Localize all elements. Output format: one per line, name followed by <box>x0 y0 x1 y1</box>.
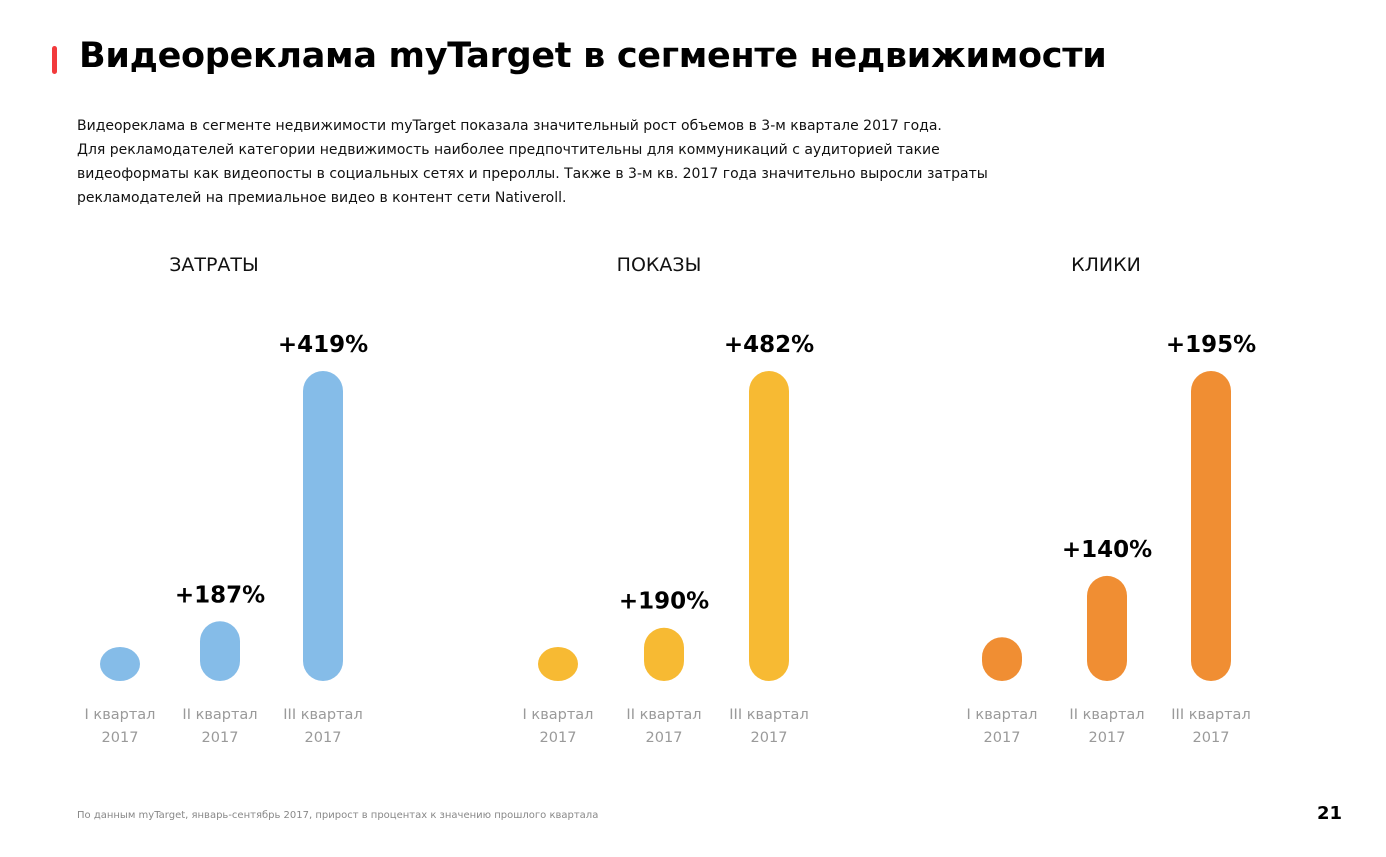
category-label: II квартал <box>626 707 701 723</box>
category-year-label: 2017 <box>984 730 1021 746</box>
page-title: Видеореклама myTarget в сегменте недвижи… <box>79 36 1107 76</box>
bar-value-label: +419% <box>278 332 368 358</box>
category-label: II квартал <box>1069 707 1144 723</box>
chart-bar <box>982 637 1022 681</box>
category-year-label: 2017 <box>540 730 577 746</box>
chart-bar <box>1087 575 1127 681</box>
chart-bar <box>100 647 140 681</box>
category-label: III квартал <box>283 707 362 723</box>
chart-bar <box>200 621 240 681</box>
category-year-label: 2017 <box>102 730 139 746</box>
category-year-label: 2017 <box>305 730 342 746</box>
category-label: III квартал <box>1171 707 1250 723</box>
intro-line: Видеореклама в сегменте недвижимости myT… <box>77 118 942 134</box>
intro-line: Для рекламодателей категории недвижимост… <box>77 142 940 158</box>
chart-bar <box>303 371 343 681</box>
chart-bar <box>644 627 684 681</box>
category-year-label: 2017 <box>1193 730 1230 746</box>
chart-bar <box>749 371 789 681</box>
category-year-label: 2017 <box>202 730 239 746</box>
bar-value-label: +482% <box>724 332 814 358</box>
title-accent-bar <box>52 46 57 74</box>
category-label: I квартал <box>967 707 1038 723</box>
chart-title: КЛИКИ <box>1071 254 1141 276</box>
chart-title: ЗАТРАТЫ <box>169 254 259 276</box>
category-label: II квартал <box>182 707 257 723</box>
category-year-label: 2017 <box>646 730 683 746</box>
bar-value-label: +187% <box>175 582 265 608</box>
page-number: 21 <box>1316 803 1342 824</box>
chart-bar <box>1191 371 1231 681</box>
category-year-label: 2017 <box>1089 730 1126 746</box>
category-label: III квартал <box>729 707 808 723</box>
source-footnote: По данным myTarget, январь-сентябрь 2017… <box>77 810 599 821</box>
bar-value-label: +140% <box>1062 537 1152 563</box>
intro-text: Видеореклама в сегменте недвижимости myT… <box>77 114 1077 210</box>
chart-bar <box>538 647 578 681</box>
category-label: I квартал <box>523 707 594 723</box>
chart-title: ПОКАЗЫ <box>617 254 702 276</box>
intro-line: рекламодателей на премиальное видео в ко… <box>77 190 567 206</box>
bar-value-label: +195% <box>1166 332 1256 358</box>
category-label: I квартал <box>85 707 156 723</box>
bar-value-label: +190% <box>619 589 709 615</box>
intro-line: видеоформаты как видеопосты в социальных… <box>77 166 988 182</box>
category-year-label: 2017 <box>751 730 788 746</box>
